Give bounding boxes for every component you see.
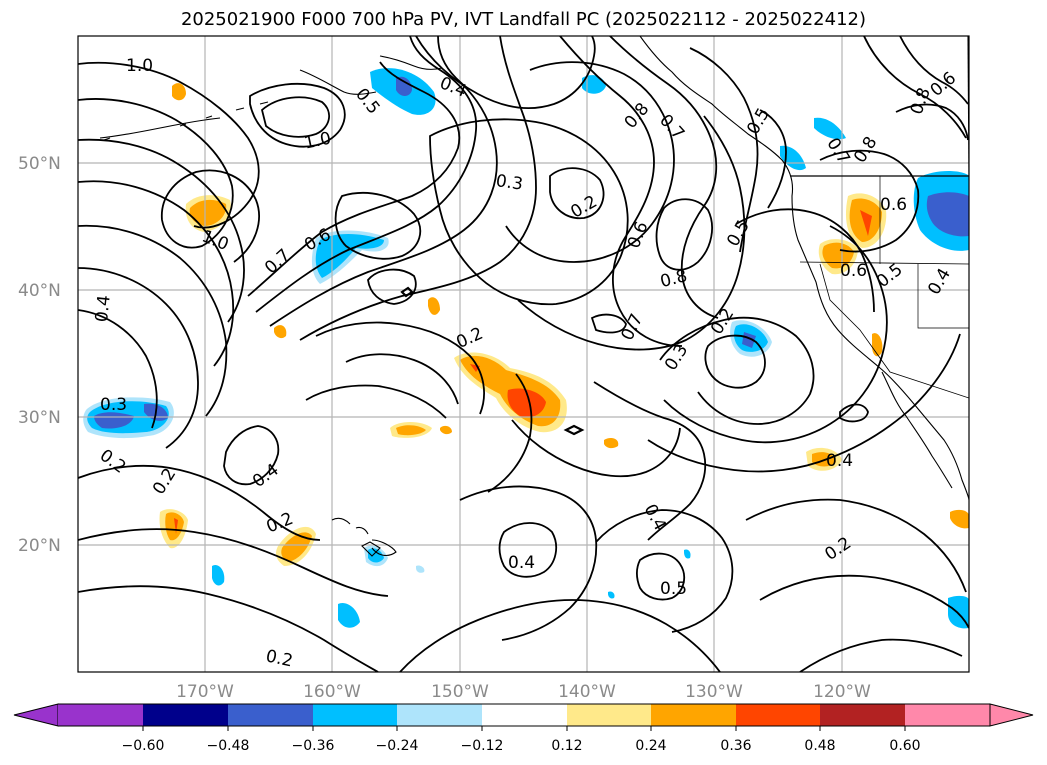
longitude-labels: 170°W 160°W 150°W 140°W 130°W 120°W — [176, 682, 871, 702]
colorbar: −0.60 −0.48 −0.36 −0.24 −0.12 0.12 0.24 … — [13, 703, 1034, 754]
lon-label: 150°W — [431, 682, 489, 702]
contour-label: 0.3 — [495, 171, 525, 195]
graticule — [78, 36, 969, 672]
colorbar-tick-label: −0.24 — [376, 738, 419, 754]
colorbar-tick-label: −0.60 — [122, 738, 165, 754]
colorbar-tick-label: −0.36 — [292, 738, 335, 754]
lat-label: 50°N — [18, 154, 61, 174]
lon-label: 160°W — [303, 682, 361, 702]
colorbar-tick-label: 0.48 — [804, 738, 835, 754]
lon-label: 170°W — [176, 682, 234, 702]
lat-label: 20°N — [18, 536, 61, 556]
contour-label: 0.3 — [100, 395, 127, 415]
contour-label: 0.6 — [880, 195, 907, 215]
colorbar-tick-label: −0.48 — [207, 738, 250, 754]
colorbar-bin — [313, 704, 399, 726]
colorbar-bin — [482, 704, 568, 726]
colorbar-bin — [228, 704, 314, 726]
map-title: 2025021900 F000 700 hPa PV, IVT Landfall… — [180, 9, 867, 30]
colorbar-bin — [143, 704, 229, 726]
colorbar-tick-label: 0.36 — [720, 738, 751, 754]
pv-contours — [78, 36, 969, 672]
contour-label: 1.0 — [126, 56, 153, 76]
colorbar-tick-label: 0.60 — [889, 738, 920, 754]
colorbar-tick-label: 0.24 — [635, 738, 666, 754]
lon-label: 140°W — [558, 682, 616, 702]
lon-label: 130°W — [685, 682, 743, 702]
colorbar-tick-label: −0.12 — [461, 738, 504, 754]
contour-label: 0.6 — [840, 261, 867, 281]
colorbar-bin — [736, 704, 822, 726]
colorbar-tick-label: 0.12 — [551, 738, 582, 754]
contour-label: 0.4 — [92, 294, 115, 323]
colorbar-bin — [651, 704, 737, 726]
latitude-labels: 50°N 40°N 30°N 20°N — [18, 154, 61, 556]
colorbar-extend-low — [13, 703, 59, 727]
colorbar-bin — [905, 704, 990, 726]
colorbar-bin — [820, 704, 906, 726]
contour-label: 0.4 — [826, 451, 853, 471]
contour-label: 0.4 — [508, 553, 535, 573]
contour-label: 0.5 — [660, 579, 687, 599]
colorbar-bin — [397, 704, 483, 726]
lon-label: 120°W — [813, 682, 871, 702]
lat-label: 40°N — [18, 281, 61, 301]
lat-label: 30°N — [18, 408, 61, 428]
colorbar-bin — [567, 704, 653, 726]
map-plot-area: 1.0 0.5 0.4 0.8 0.7 0.5 0.6 0.8 1.0 0.3 … — [77, 35, 970, 673]
map-frame — [77, 35, 970, 673]
colorbar-bin — [58, 704, 144, 726]
colorbar-extend-high — [989, 703, 1034, 727]
